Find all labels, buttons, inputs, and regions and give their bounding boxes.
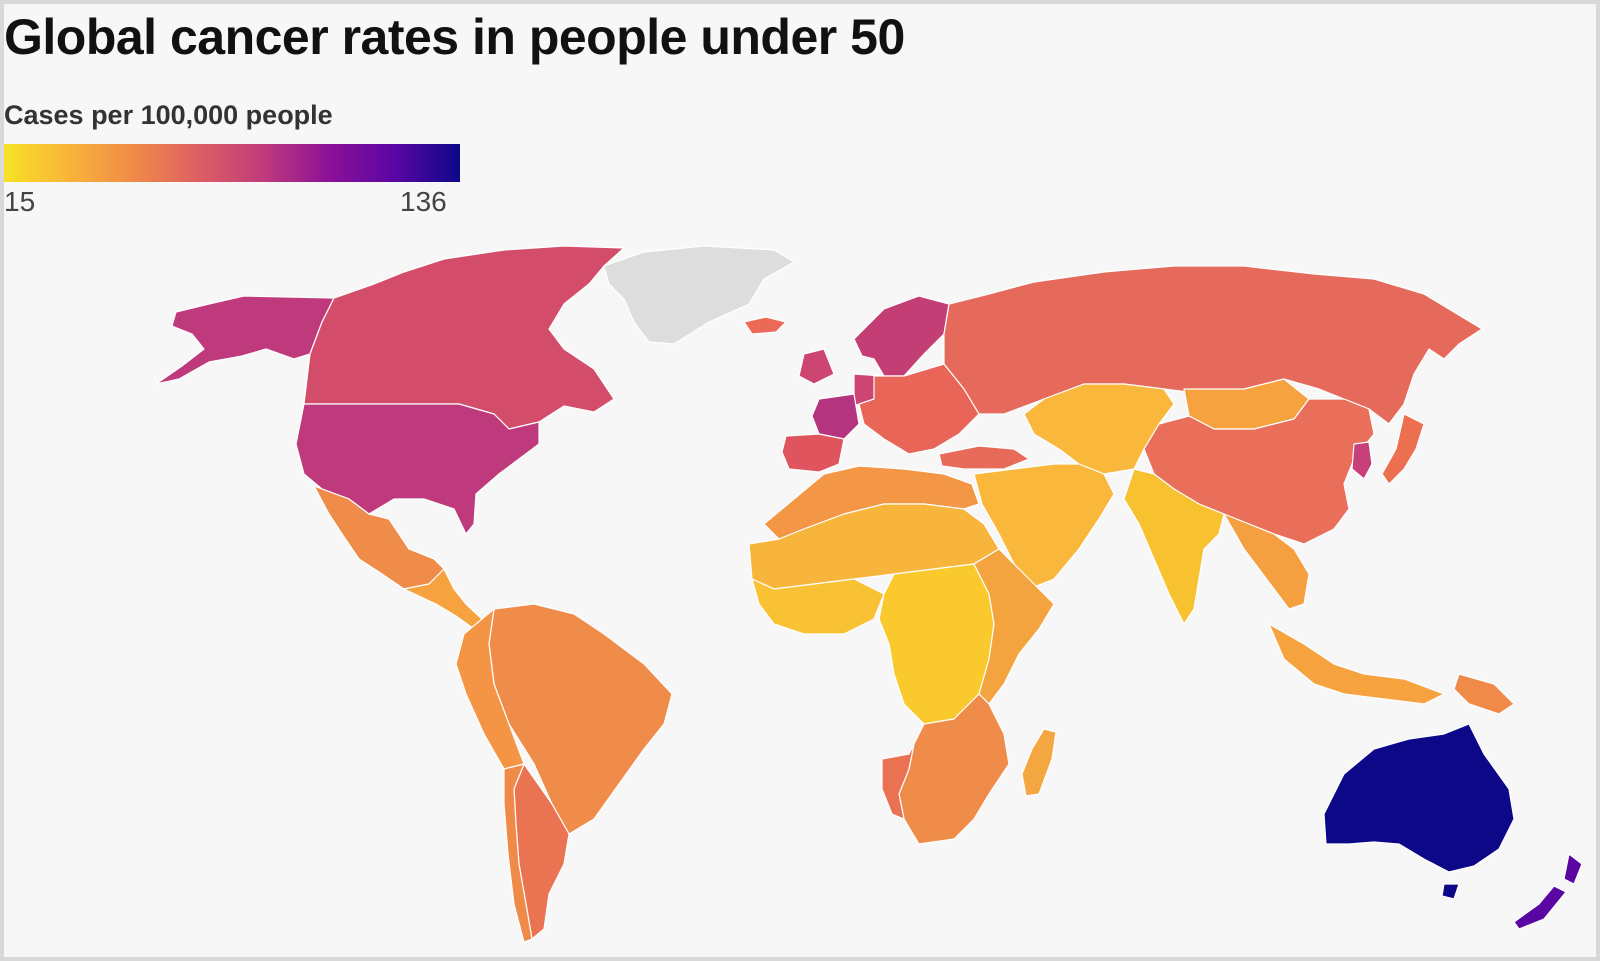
region-madagascar[interactable]: Madagascar — [1021, 728, 1057, 797]
region-new-zealand[interactable]: New Zealand — [1513, 853, 1583, 930]
region-japan[interactable]: Japan — [1381, 413, 1425, 485]
region-middle-east[interactable]: Middle East — [973, 463, 1115, 590]
region-alaska[interactable]: Alaska — [155, 295, 335, 385]
legend-label: Cases per 100,000 people — [4, 100, 333, 130]
region-western-africa[interactable]: Western Africa — [751, 578, 885, 635]
region-chile[interactable]: Chile — [503, 763, 533, 943]
region-india[interactable]: India — [1123, 468, 1225, 625]
region-scandinavia[interactable]: Scandinavia — [853, 295, 950, 377]
legend-max-value: 136 — [400, 186, 447, 217]
region-indonesia[interactable]: Indonesia — [1268, 623, 1445, 705]
region-canada[interactable]: Canada — [303, 245, 625, 430]
region-korea[interactable]: Korea — [1351, 441, 1373, 480]
region-russia[interactable]: Russia — [943, 265, 1483, 425]
region-namibia[interactable]: Namibia — [881, 743, 915, 820]
chart-title: Global cancer rates in people under 50 — [4, 9, 905, 65]
region-central-asia[interactable]: Central Asia — [1023, 383, 1175, 475]
region-central-america[interactable]: Central America — [403, 568, 483, 630]
legend-min-value: 15 — [4, 186, 36, 217]
region-turkey[interactable]: Turkey — [938, 445, 1030, 470]
map-frame: Alaska Canada Greenland Iceland United S… — [4, 4, 1596, 957]
region-france[interactable]: France — [811, 393, 860, 440]
region-papua-new-guinea[interactable]: Papua New Guinea — [1453, 673, 1515, 715]
world-map: Alaska Canada Greenland Iceland United S… — [155, 245, 1583, 943]
region-greenland[interactable]: Greenland — [603, 245, 795, 345]
legend-color-scale — [4, 144, 460, 182]
region-iberia[interactable]: Iberia — [781, 433, 845, 473]
region-east-africa[interactable]: East Africa — [973, 548, 1055, 705]
region-australia[interactable]: Australia — [1323, 723, 1515, 900]
region-iceland[interactable]: Iceland — [743, 316, 787, 335]
region-southeast-asia[interactable]: Southeast Asia — [1223, 513, 1310, 610]
